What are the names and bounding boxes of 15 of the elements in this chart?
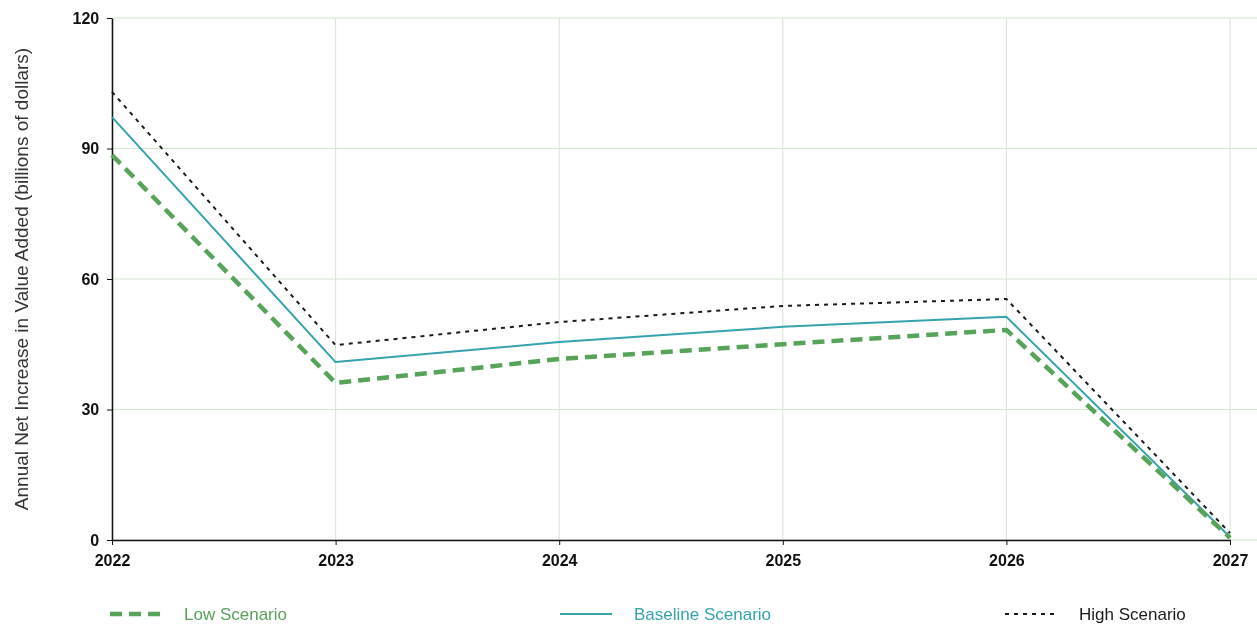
legend-label: Low Scenario bbox=[184, 605, 288, 624]
x-tick-label: 2022 bbox=[94, 551, 131, 569]
x-tick-label: 2023 bbox=[318, 551, 354, 569]
y-tick-label: 120 bbox=[72, 9, 100, 27]
y-tick-label: 30 bbox=[81, 401, 100, 419]
y-tick-label: 0 bbox=[90, 531, 100, 549]
x-tick-label: 2024 bbox=[541, 551, 578, 569]
legend-label: Baseline Scenario bbox=[634, 605, 772, 624]
y-tick-label: 60 bbox=[81, 270, 100, 288]
x-tick-label: 2025 bbox=[765, 551, 802, 569]
x-tick-label: 2027 bbox=[1212, 551, 1249, 569]
legend-label: High Scenario bbox=[1079, 605, 1186, 624]
x-tick-label: 2026 bbox=[989, 551, 1025, 569]
y-tick-label: 90 bbox=[81, 140, 100, 158]
y-axis-title: Annual Net Increase in Value Added (billions of dollars) bbox=[11, 47, 32, 511]
